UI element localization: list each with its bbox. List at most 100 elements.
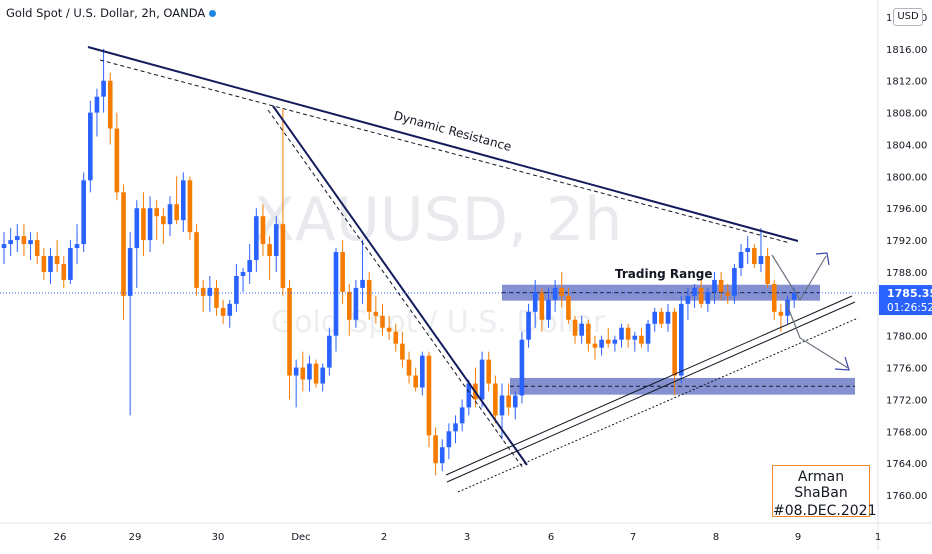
candle-down[interactable] xyxy=(752,248,757,264)
candle-up[interactable] xyxy=(74,244,80,249)
candle-up[interactable] xyxy=(8,240,13,245)
candle-up[interactable] xyxy=(101,80,106,97)
candle-up[interactable] xyxy=(273,224,279,257)
candle-down[interactable] xyxy=(54,256,60,264)
candle-up[interactable] xyxy=(234,275,239,304)
candle-down[interactable] xyxy=(725,291,731,296)
candle-down[interactable] xyxy=(154,208,160,217)
candle-up[interactable] xyxy=(678,303,684,376)
candle-up[interactable] xyxy=(167,204,173,225)
candle-down[interactable] xyxy=(771,283,777,312)
candle-up[interactable] xyxy=(685,295,691,304)
candle-up[interactable] xyxy=(227,303,233,316)
candle-up[interactable] xyxy=(180,180,186,221)
candle-down[interactable] xyxy=(373,311,379,316)
candle-down[interactable] xyxy=(672,311,677,376)
currency-badge[interactable]: USD xyxy=(893,8,923,26)
candle-up[interactable] xyxy=(439,447,445,464)
candle-up[interactable] xyxy=(14,236,20,241)
candle-down[interactable] xyxy=(605,339,611,344)
candle-up[interactable] xyxy=(81,180,86,245)
candle-down[interactable] xyxy=(366,279,372,312)
candle-down[interactable] xyxy=(506,395,511,408)
ascending-channel-line-upper[interactable] xyxy=(445,295,853,476)
candle-up[interactable] xyxy=(705,291,711,304)
candle-down[interactable] xyxy=(426,355,432,436)
candle-down[interactable] xyxy=(433,435,438,464)
candle-down[interactable] xyxy=(559,287,565,296)
candle-down[interactable] xyxy=(539,291,545,320)
candle-down[interactable] xyxy=(659,311,664,324)
candle-down[interactable] xyxy=(592,343,598,348)
candle-down[interactable] xyxy=(214,287,219,308)
candle-down[interactable] xyxy=(21,236,27,245)
candle-down[interactable] xyxy=(566,295,571,320)
candle-down[interactable] xyxy=(267,244,272,257)
candle-down[interactable] xyxy=(287,287,292,376)
candle-down[interactable] xyxy=(260,216,266,245)
candle-down[interactable] xyxy=(220,307,226,316)
candle-up[interactable] xyxy=(134,208,140,249)
candle-down[interactable] xyxy=(107,80,113,129)
candle-down[interactable] xyxy=(486,359,492,384)
candle-up[interactable] xyxy=(732,267,737,296)
dynamic-resistance-line[interactable] xyxy=(87,46,799,242)
candle-up[interactable] xyxy=(320,367,326,384)
candle-up[interactable] xyxy=(48,256,53,272)
candle-up[interactable] xyxy=(632,335,638,340)
candle-up[interactable] xyxy=(512,395,518,408)
candle-up[interactable] xyxy=(758,256,764,264)
candle-up[interactable] xyxy=(68,248,73,280)
candle-down[interactable] xyxy=(161,216,166,225)
candle-down[interactable] xyxy=(34,240,40,257)
candle-down[interactable] xyxy=(778,311,784,316)
candle-down[interactable] xyxy=(572,319,578,336)
candle-up[interactable] xyxy=(519,339,525,396)
candle-up[interactable] xyxy=(652,311,658,324)
candle-up[interactable] xyxy=(665,311,671,324)
candle-down[interactable] xyxy=(346,291,352,320)
candle-up[interactable] xyxy=(745,248,750,253)
candle-up[interactable] xyxy=(247,260,252,272)
candle-up[interactable] xyxy=(254,216,259,261)
candle-up[interactable] xyxy=(207,287,213,296)
candle-up[interactable] xyxy=(28,240,33,245)
candle-up[interactable] xyxy=(1,244,7,249)
candle-up[interactable] xyxy=(546,299,551,320)
candle-down[interactable] xyxy=(187,180,193,233)
candle-down[interactable] xyxy=(141,208,146,241)
candle-up[interactable] xyxy=(293,367,299,376)
time-axis[interactable]: 26 29 30 Dec 2 3 6 7 8 9 1 xyxy=(54,532,882,543)
candle-up[interactable] xyxy=(785,299,790,316)
candle-up[interactable] xyxy=(127,248,133,296)
candle-down[interactable] xyxy=(280,224,286,288)
candle-down[interactable] xyxy=(174,204,179,221)
candle-down[interactable] xyxy=(393,331,399,344)
candle-up[interactable] xyxy=(420,355,425,388)
candle-down[interactable] xyxy=(41,256,47,272)
candle-up[interactable] xyxy=(712,279,717,292)
candle-down[interactable] xyxy=(718,279,724,292)
candle-up[interactable] xyxy=(479,359,485,400)
candle-up[interactable] xyxy=(333,252,339,336)
candle-down[interactable] xyxy=(200,287,206,296)
candle-up[interactable] xyxy=(526,311,531,340)
candle-up[interactable] xyxy=(499,395,505,416)
candle-up[interactable] xyxy=(353,287,359,320)
candle-down[interactable] xyxy=(300,367,306,380)
candle-up[interactable] xyxy=(459,407,465,424)
candle-down[interactable] xyxy=(625,327,631,340)
candle-down[interactable] xyxy=(114,128,120,193)
candle-down[interactable] xyxy=(406,359,412,376)
ascending-channel-line-dotted[interactable] xyxy=(457,317,859,493)
candle-down[interactable] xyxy=(400,343,405,360)
descending-trendline[interactable] xyxy=(272,105,528,466)
candle-down[interactable] xyxy=(386,327,392,332)
descending-trendline-dashed[interactable] xyxy=(267,109,524,469)
candle-down[interactable] xyxy=(639,335,644,344)
candle-up[interactable] xyxy=(307,363,312,380)
trading-range-label[interactable]: Trading Range xyxy=(615,267,713,281)
candle-up[interactable] xyxy=(147,208,153,241)
candle-down[interactable] xyxy=(380,315,385,328)
